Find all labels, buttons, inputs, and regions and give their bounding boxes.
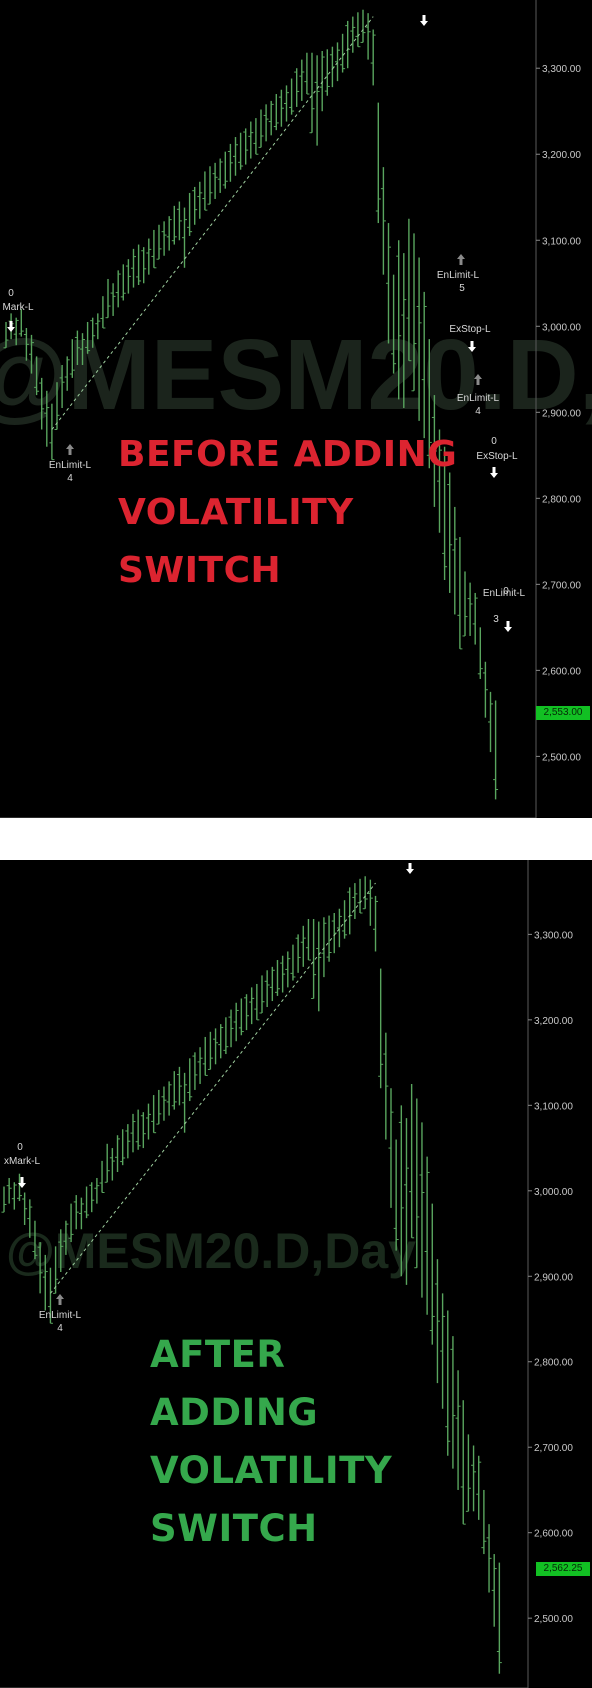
after-caption: AFTER ADDING VOLATILITY SWITCH	[150, 1326, 392, 1558]
signal-label: 4	[57, 1323, 63, 1334]
signal-label: xMark-L	[4, 1156, 41, 1167]
signal-arrow-up-icon	[474, 374, 482, 385]
signal-arrow-up-icon	[56, 1294, 64, 1305]
caption-line: SWITCH	[118, 550, 282, 591]
symbol-watermark: @MESM20.D,Day	[0, 319, 592, 431]
caption-line: SWITCH	[150, 1507, 318, 1550]
last-price-marker: 2,562.25	[536, 1562, 590, 1576]
y-axis-tick-label: 3,000.00	[534, 1187, 573, 1198]
signal-label: 0	[503, 586, 509, 597]
signal-label: 0	[491, 436, 497, 447]
y-axis-tick-label: 3,000.00	[542, 322, 581, 333]
y-axis-tick-label: 2,800.00	[534, 1358, 573, 1369]
signal-arrow-up-icon	[66, 444, 74, 455]
y-axis-tick-label: 2,700.00	[542, 580, 581, 591]
y-axis-tick-label: 3,300.00	[542, 64, 581, 75]
y-axis-tick-label: 2,900.00	[534, 1272, 573, 1283]
y-axis-tick-label: 3,200.00	[542, 150, 581, 161]
y-axis-tick-label: 2,500.00	[542, 752, 581, 763]
signal-arrow-down-icon	[406, 863, 414, 874]
signal-arrow-down-icon	[490, 467, 498, 478]
y-axis-tick-label: 2,900.00	[542, 408, 581, 419]
signal-label: 0	[17, 1142, 23, 1153]
signal-arrow-down-icon	[504, 621, 512, 632]
signal-label: EnLimit-L	[49, 460, 92, 471]
caption-line: VOLATILITY	[118, 492, 354, 533]
signal-label: 3	[493, 614, 499, 625]
symbol-watermark: @MESM20.D,Day	[6, 1223, 416, 1279]
trend-line	[51, 16, 374, 430]
y-axis-tick-label: 3,300.00	[534, 930, 573, 941]
caption-line: VOLATILITY	[150, 1449, 393, 1492]
signal-arrow-down-icon	[7, 321, 15, 332]
signal-label: EnLimit-L	[437, 270, 480, 281]
caption-line: BEFORE ADDING	[118, 434, 458, 475]
y-axis-tick-label: 2,800.00	[542, 494, 581, 505]
caption-line: ADDING	[150, 1391, 319, 1434]
last-price-marker: 2,553.00	[536, 706, 590, 720]
signal-arrow-up-icon	[457, 254, 465, 265]
price-chart-after: 3,300.00 3,200.00 3,100.00 3,000.00 2,900.00…	[0, 860, 573, 1688]
signal-label: EnLimit-L	[457, 393, 500, 404]
signal-label: EnLimit-L	[39, 1310, 82, 1321]
signal-arrow-down-icon	[18, 1177, 26, 1188]
signal-label: ExStop-L	[476, 451, 518, 462]
signal-label: EnLimit-L	[483, 588, 526, 599]
y-axis-tick-label: 3,100.00	[542, 236, 581, 247]
before-caption: BEFORE ADDING VOLATILITY SWITCH	[118, 426, 457, 600]
price-chart-before: 3,300.00 3,200.00 3,100.00 3,000.00 2,900.00…	[0, 0, 581, 818]
signal-arrow-down-icon	[468, 341, 476, 352]
trend-line	[50, 882, 376, 1294]
signal-label: Mark-L	[2, 302, 34, 313]
y-axis-tick-label: 2,600.00	[534, 1529, 573, 1540]
y-axis-tick-label: 3,100.00	[534, 1101, 573, 1112]
y-axis-tick-label: 3,200.00	[534, 1016, 573, 1027]
signal-label: ExStop-L	[449, 324, 491, 335]
y-axis-tick-label: 2,600.00	[542, 666, 581, 677]
signal-label: 4	[475, 406, 481, 417]
signal-label: 4	[67, 473, 73, 484]
y-axis-tick-label: 2,500.00	[534, 1614, 573, 1625]
chart-panel-before: @MESM20.D,Day 3,300.003,200.003,100.003,…	[0, 0, 592, 818]
caption-line: AFTER	[150, 1333, 286, 1376]
y-axis-tick-label: 2,700.00	[534, 1443, 573, 1454]
signal-arrow-down-icon	[420, 15, 428, 26]
chart-panel-after: @MESM20.D,Day 3,300.00 3,200.00 3,100.00 3,…	[0, 860, 592, 1688]
signal-label: 0	[8, 288, 14, 299]
signal-label: 5	[459, 283, 465, 294]
